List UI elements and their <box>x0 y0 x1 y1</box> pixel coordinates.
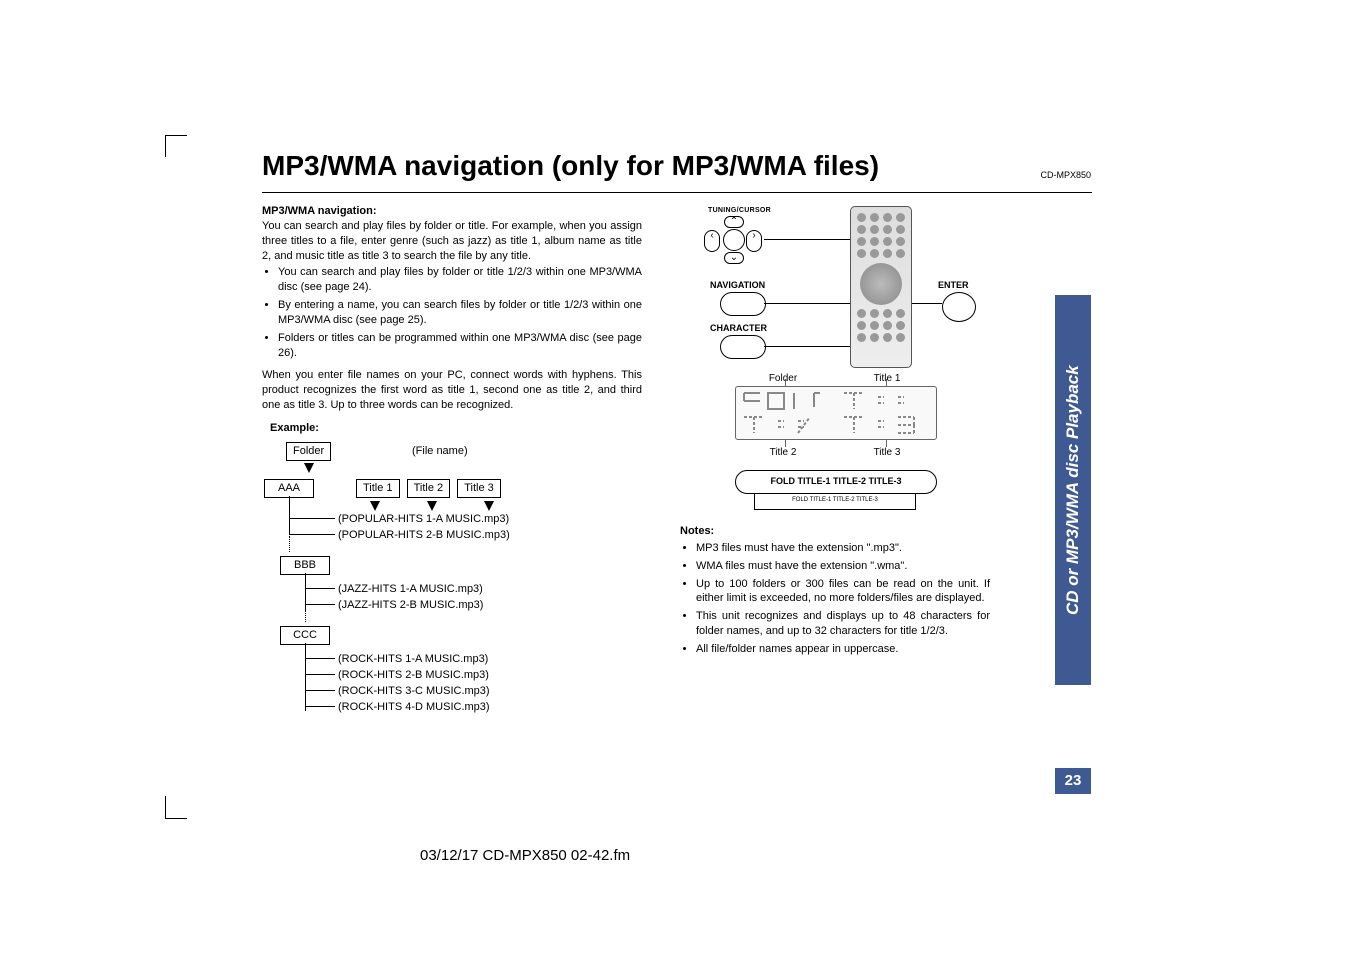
tree-connector <box>289 518 335 519</box>
lcd-title1-label: Title 1 <box>847 372 927 386</box>
note-1: MP3 files must have the extension ".mp3"… <box>696 541 990 556</box>
notes-heading: Notes: <box>680 524 990 539</box>
file-aaa-2: (POPULAR-HITS 2-B MUSIC.mp3) <box>338 528 510 543</box>
tuning-cursor-label: TUNING/CURSOR <box>708 206 771 215</box>
navigation-button[interactable] <box>720 292 766 316</box>
nav-bullet-1: You can search and play files by folder … <box>278 265 642 295</box>
page-title: MP3/WMA navigation (only for MP3/WMA fil… <box>262 150 879 182</box>
tree-connector <box>305 643 306 711</box>
remote-icon <box>850 206 912 368</box>
file-aaa-1: (POPULAR-HITS 1-A MUSIC.mp3) <box>338 512 509 527</box>
file-ccc-4: (ROCK-HITS 4-D MUSIC.mp3) <box>338 700 490 715</box>
footer-text: 03/12/17 CD-MPX850 02-42.fm <box>420 847 630 864</box>
para-2: When you enter file names on your PC, co… <box>262 368 642 413</box>
tree-dotted <box>305 606 307 622</box>
lcd-folder-label: Folder <box>743 372 823 386</box>
nav-bullets: You can search and play files by folder … <box>278 265 642 360</box>
character-label: CHARACTER <box>710 322 767 334</box>
lcd-title3-label: Title 3 <box>847 446 927 460</box>
tree-connector <box>305 690 335 691</box>
example-label: Example: <box>270 421 642 436</box>
tree-connector <box>305 674 335 675</box>
example-tree: Folder (File name) AAA Title 1 Title 2 T… <box>262 442 642 752</box>
file-ccc-1: (ROCK-HITS 1-A MUSIC.mp3) <box>338 652 488 667</box>
leader-line <box>764 346 850 347</box>
leader-line <box>764 303 850 304</box>
enter-label: ENTER <box>938 279 969 291</box>
note-2: WMA files must have the extension ".wma"… <box>696 559 990 574</box>
crop-mark-bl <box>165 818 183 819</box>
nav-heading: MP3/WMA navigation: <box>262 204 642 219</box>
arrow-icon <box>427 501 437 511</box>
arrow-icon <box>370 501 380 511</box>
nav-bullet-2: By entering a name, you can search files… <box>278 298 642 328</box>
arrow-icon <box>484 501 494 511</box>
tree-connector <box>289 496 290 534</box>
note-4: This unit recognizes and displays up to … <box>696 609 990 639</box>
lcd-top <box>735 386 937 440</box>
file-bbb-1: (JAZZ-HITS 1-A MUSIC.mp3) <box>338 582 483 597</box>
nav-bullet-3: Folders or titles can be programmed with… <box>278 331 642 361</box>
intro-paragraph: You can search and play files by folder … <box>262 219 642 264</box>
enter-button[interactable] <box>942 292 976 322</box>
right-column: TUNING/CURSOR ⌃⌄‹› NAVIGATION CHARACTER … <box>680 204 990 660</box>
leader-line <box>764 239 850 240</box>
file-ccc-3: (ROCK-HITS 3-C MUSIC.mp3) <box>338 684 490 699</box>
left-column: MP3/WMA navigation: You can search and p… <box>262 204 642 752</box>
page-number: 23 <box>1055 768 1091 794</box>
file-ccc-2: (ROCK-HITS 2-B MUSIC.mp3) <box>338 668 489 683</box>
lcd-sub: FOLD TITLE-1 TITLE-2 TITLE-3 <box>754 493 916 510</box>
notes-list: MP3 files must have the extension ".mp3"… <box>696 541 990 657</box>
tree-connector <box>305 588 335 589</box>
tree-connector <box>289 534 335 535</box>
file-name-label: (File name) <box>412 444 468 459</box>
remote-illustration: TUNING/CURSOR ⌃⌄‹› NAVIGATION CHARACTER … <box>680 204 990 376</box>
character-button[interactable] <box>720 335 766 359</box>
navigation-label: NAVIGATION <box>710 279 765 291</box>
tree-connector <box>305 706 335 707</box>
tree-connector <box>305 604 335 605</box>
model-label: CD-MPX850 <box>1040 170 1091 180</box>
note-3: Up to 100 folders or 300 files can be re… <box>696 577 990 607</box>
title-1-box: Title 1 <box>356 479 400 498</box>
title-2-box: Title 2 <box>407 479 451 498</box>
lcd-title2-label: Title 2 <box>743 446 823 460</box>
tree-dotted <box>289 536 291 552</box>
tree-connector <box>305 658 335 659</box>
nav-pad-icon: ⌃⌄‹› <box>704 216 762 264</box>
file-bbb-2: (JAZZ-HITS 2-B MUSIC.mp3) <box>338 598 483 613</box>
leader-line <box>910 303 942 304</box>
crop-mark-tl <box>165 135 183 157</box>
tree-folder-box: Folder <box>286 442 331 461</box>
side-tab: CD or MP3/WMA disc Playback <box>1055 295 1091 685</box>
title-underline <box>262 192 1092 193</box>
title-3-box: Title 3 <box>457 479 501 498</box>
arrow-icon <box>304 463 314 473</box>
lcd-pill: FOLD TITLE-1 TITLE-2 TITLE-3 <box>735 470 937 494</box>
lcd-illustration: Folder Title 1 <box>735 386 935 510</box>
note-5: All file/folder names appear in uppercas… <box>696 642 990 657</box>
